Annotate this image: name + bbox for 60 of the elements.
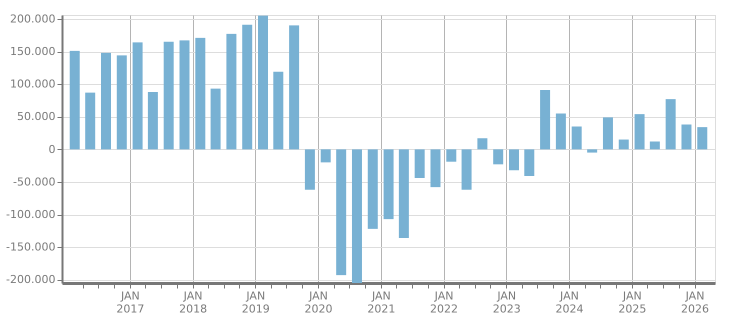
bar — [148, 92, 158, 150]
y-tick-label: -50.000 — [13, 175, 56, 188]
x-tick-label: JAN 2026 — [681, 290, 710, 313]
bar — [195, 38, 206, 150]
y-tick-label: 150.000 — [10, 45, 56, 58]
bar — [524, 149, 534, 176]
bar — [398, 149, 409, 238]
x-tick-label: JAN 2022 — [430, 290, 458, 313]
bar — [289, 25, 300, 150]
bar — [540, 90, 550, 150]
bar — [85, 92, 96, 150]
bar — [572, 126, 582, 150]
bar — [414, 149, 425, 178]
y-tick-label: -100.000 — [6, 208, 56, 222]
y-tick-label: -200.000 — [6, 273, 56, 286]
bar — [446, 149, 456, 162]
x-tick-label: JAN 2017 — [116, 290, 144, 313]
y-tick-label: 0 — [48, 142, 56, 156]
bar — [273, 72, 284, 150]
bar — [634, 114, 645, 150]
bar — [180, 40, 190, 150]
bar — [618, 140, 629, 150]
bar — [508, 149, 519, 170]
bar — [384, 149, 394, 220]
x-tick-label: JAN 2025 — [618, 290, 646, 313]
bar — [666, 99, 676, 150]
bar — [320, 149, 331, 162]
bar — [210, 88, 221, 150]
bar — [681, 124, 692, 150]
bar — [226, 34, 236, 150]
y-tick-label: -150.000 — [6, 240, 56, 254]
bar — [602, 117, 613, 150]
bar — [242, 24, 252, 150]
x-tick-label: JAN 2019 — [242, 290, 270, 313]
bar — [650, 142, 660, 150]
bar — [100, 52, 111, 150]
bar — [368, 149, 378, 229]
bar — [164, 42, 174, 150]
bar — [70, 50, 80, 150]
bar — [556, 113, 566, 150]
bar — [258, 16, 268, 150]
bar — [462, 149, 472, 190]
bar — [336, 149, 346, 276]
bar — [697, 127, 708, 150]
bar — [352, 149, 362, 283]
y-tick-label: 200.000 — [10, 12, 56, 26]
bar — [477, 138, 488, 150]
x-tick-label: JAN 2023 — [492, 290, 521, 313]
bar — [493, 149, 504, 164]
x-tick-label: JAN 2020 — [304, 290, 332, 313]
x-tick-label: JAN 2018 — [179, 290, 208, 313]
y-tick-label: 50.000 — [17, 110, 56, 124]
bar — [304, 149, 315, 190]
bar — [430, 149, 440, 188]
x-tick-label: JAN 2021 — [367, 290, 396, 313]
y-tick-label: 100.000 — [10, 78, 56, 91]
bar — [132, 42, 143, 150]
bar — [116, 55, 127, 150]
x-tick-label: JAN 2024 — [555, 290, 584, 313]
bar — [587, 149, 598, 153]
